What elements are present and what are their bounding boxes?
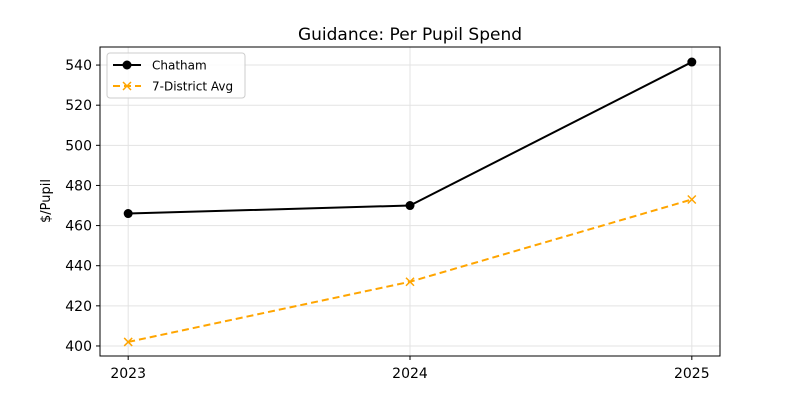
legend-box <box>106 52 246 99</box>
x-marker-stroke <box>122 81 132 91</box>
axis-ticks: 400 420 440 460 480 500 520 540 2023 2024 2025 <box>65 58 709 382</box>
legend-marker-chatham <box>122 60 132 70</box>
y-tick-label: 420 <box>65 299 92 315</box>
x-marker-stroke <box>687 194 697 205</box>
y-axis-label: $/Pupil <box>39 179 54 223</box>
data-point-7-district-avg <box>687 194 697 205</box>
x-tick-label: 2025 <box>674 366 710 382</box>
y-tick-label: 540 <box>65 58 92 74</box>
y-tick-label: 460 <box>65 219 92 235</box>
chart-title: Guidance: Per Pupil Spend <box>298 25 522 45</box>
y-tick-label: 440 <box>65 259 92 275</box>
legend-label-7-district-avg: 7-District Avg <box>152 80 233 94</box>
data-point-chatham <box>123 209 133 219</box>
data-point-chatham <box>405 201 415 211</box>
data-point-chatham <box>687 57 697 67</box>
grid <box>100 47 720 356</box>
x-tick-label: 2024 <box>392 366 428 382</box>
y-tick-label: 480 <box>65 178 92 194</box>
y-tick-label: 520 <box>65 98 92 114</box>
plot-frame <box>99 46 721 357</box>
x-marker-stroke <box>405 277 415 287</box>
series-lines <box>123 57 697 347</box>
y-tick-label: 500 <box>65 138 92 154</box>
y-tick-label: 400 <box>65 339 92 355</box>
x-tick-label: 2023 <box>110 366 146 382</box>
legend-marker-7-district-avg <box>122 81 132 91</box>
data-point-7-district-avg <box>123 337 133 347</box>
x-marker-stroke <box>123 337 133 347</box>
data-point-7-district-avg <box>405 277 415 287</box>
legend: Chatham 7-District Avg <box>106 52 246 99</box>
legend-label-chatham: Chatham <box>152 59 207 73</box>
